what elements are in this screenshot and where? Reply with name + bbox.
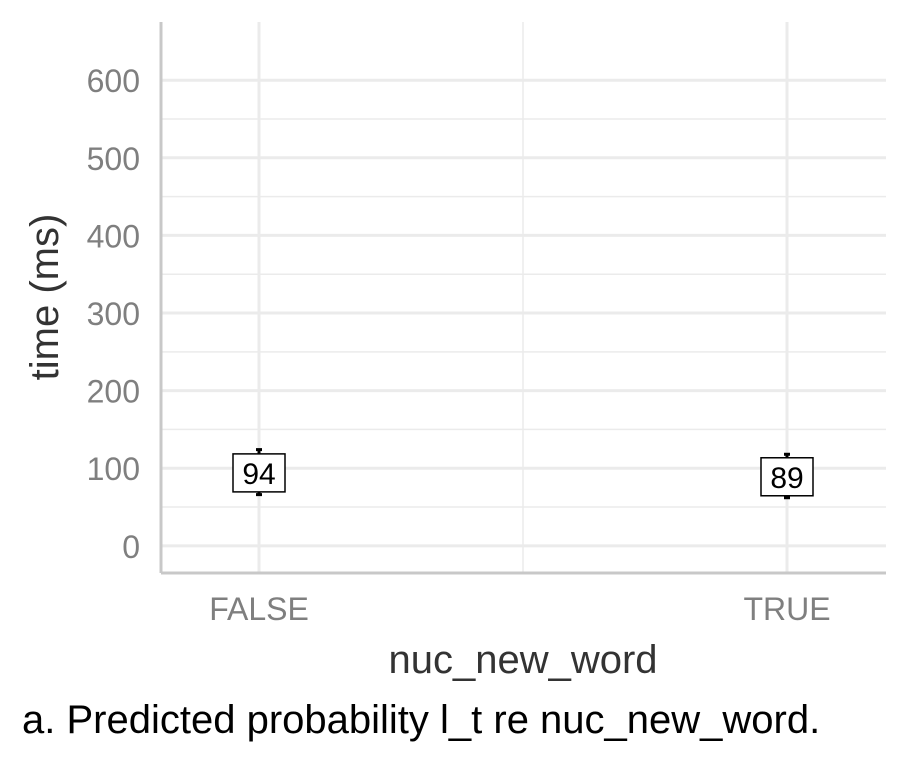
y-tick-label: 300 — [87, 296, 140, 332]
y-tick-label: 0 — [122, 529, 140, 565]
x-axis-title: nuc_new_word — [388, 638, 657, 682]
y-tick-label: 100 — [87, 451, 140, 487]
x-ticks: FALSE TRUE — [209, 591, 830, 627]
data-label-box — [232, 453, 286, 493]
y-axis-title: time (ms) — [23, 214, 67, 381]
chart: 0 100 200 300 400 500 600 FALSE TRUE 94 89 time … — [23, 22, 886, 682]
y-tick-label: 600 — [87, 63, 140, 99]
data-marks: 94 89 — [232, 448, 814, 500]
y-tick-label: 200 — [87, 374, 140, 410]
data-label: 89 — [770, 462, 803, 495]
figure-caption: a. Predicted probability l_t re nuc_new_… — [22, 698, 821, 742]
grid — [161, 22, 886, 573]
x-tick-label: FALSE — [209, 591, 309, 627]
data-label-box — [760, 457, 814, 497]
x-tick-label: TRUE — [743, 591, 830, 627]
y-tick-label: 400 — [87, 218, 140, 254]
axes — [159, 22, 886, 575]
data-label: 94 — [242, 458, 275, 491]
y-tick-label: 500 — [87, 141, 140, 177]
y-ticks: 0 100 200 300 400 500 600 — [87, 63, 140, 565]
